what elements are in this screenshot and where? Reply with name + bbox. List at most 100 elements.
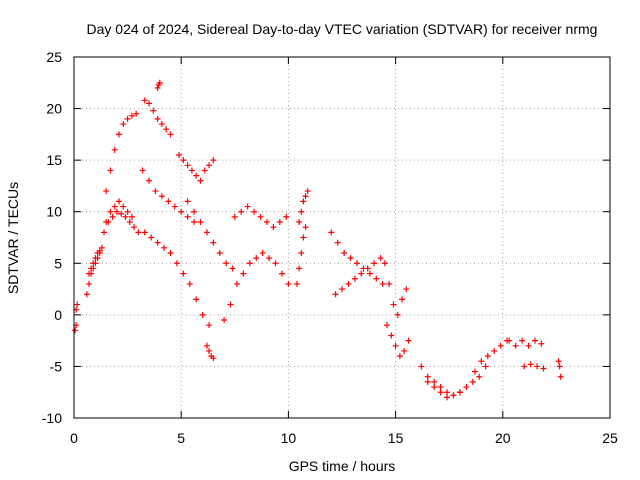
data-point <box>120 203 127 210</box>
data-point <box>293 280 300 287</box>
data-point <box>206 347 213 354</box>
data-point <box>92 255 99 262</box>
data-point <box>444 389 451 396</box>
data-point <box>107 167 114 174</box>
data-point <box>107 208 114 215</box>
data-point <box>163 126 170 133</box>
y-tick-label: 20 <box>46 101 62 117</box>
data-points <box>72 79 564 401</box>
data-point <box>525 342 532 349</box>
data-point <box>113 208 120 215</box>
data-point <box>519 337 526 344</box>
data-point <box>191 208 198 215</box>
data-point <box>390 301 397 308</box>
data-point <box>154 115 161 122</box>
data-point <box>206 322 213 329</box>
data-point <box>156 79 163 86</box>
data-point <box>74 301 81 308</box>
data-point <box>456 389 463 396</box>
y-tick-label: 15 <box>46 152 62 168</box>
series-rise-19-20h <box>471 337 511 375</box>
data-point <box>278 270 285 277</box>
data-point <box>120 121 127 128</box>
axis-ticks: 0 5 10 15 20 25 -10 -5 0 5 10 15 20 25 <box>42 49 618 446</box>
data-point <box>152 188 159 195</box>
data-point <box>184 162 191 169</box>
data-point <box>154 84 161 91</box>
data-point <box>203 342 210 349</box>
data-point <box>302 193 309 200</box>
data-point <box>150 107 157 114</box>
x-tick-label: 5 <box>177 430 185 446</box>
data-point <box>538 340 545 347</box>
data-point <box>296 265 303 272</box>
data-point <box>184 198 191 205</box>
data-point <box>471 368 478 375</box>
data-point <box>381 260 388 267</box>
data-point <box>103 188 110 195</box>
series-end-22.7h <box>555 358 564 380</box>
data-point <box>298 208 305 215</box>
data-point <box>188 167 195 174</box>
data-point <box>540 365 547 372</box>
data-point <box>173 260 180 267</box>
data-point <box>180 270 187 277</box>
data-point <box>424 378 431 385</box>
data-point <box>484 353 491 360</box>
data-point <box>431 384 438 391</box>
series-peak-curve <box>103 110 140 195</box>
series-start <box>72 301 81 334</box>
data-point <box>512 342 519 349</box>
data-point <box>246 260 253 267</box>
data-point <box>161 244 168 251</box>
data-point <box>141 229 148 236</box>
data-point <box>83 291 90 298</box>
data-point <box>394 311 401 318</box>
data-point <box>111 203 118 210</box>
data-point <box>197 177 204 184</box>
y-axis-label: SDTVAR / TECUs <box>5 182 21 294</box>
plot-frame <box>73 56 611 419</box>
data-point <box>148 234 155 241</box>
series-band-7-10h-top <box>231 203 290 231</box>
data-point <box>253 255 260 262</box>
data-point <box>193 296 200 303</box>
data-point <box>341 249 348 256</box>
data-point <box>469 378 476 385</box>
data-point <box>437 389 444 396</box>
data-point <box>332 291 339 298</box>
data-point <box>556 363 563 370</box>
data-point <box>116 131 123 138</box>
data-point <box>476 373 483 380</box>
data-point <box>131 224 138 231</box>
data-point <box>154 239 161 246</box>
data-point <box>229 265 236 272</box>
data-point <box>527 361 534 368</box>
data-point <box>384 322 391 329</box>
data-point <box>180 157 187 164</box>
data-point <box>482 363 489 370</box>
data-point <box>199 311 206 318</box>
data-point <box>72 327 79 334</box>
data-point <box>276 219 283 226</box>
data-point <box>257 213 264 220</box>
data-point <box>103 219 110 226</box>
data-point <box>377 255 384 262</box>
data-point <box>557 373 564 380</box>
data-point <box>418 363 425 370</box>
data-point <box>506 337 513 344</box>
data-point <box>216 249 223 256</box>
data-point <box>300 234 307 241</box>
data-point <box>167 131 174 138</box>
series-trough-lower <box>424 378 463 401</box>
data-point <box>302 224 309 231</box>
data-point <box>88 265 95 272</box>
data-point <box>259 249 266 256</box>
data-point <box>167 249 174 256</box>
data-point <box>176 151 183 158</box>
data-point <box>403 286 410 293</box>
data-point <box>146 100 153 107</box>
data-point <box>158 121 165 128</box>
data-point <box>354 260 361 267</box>
